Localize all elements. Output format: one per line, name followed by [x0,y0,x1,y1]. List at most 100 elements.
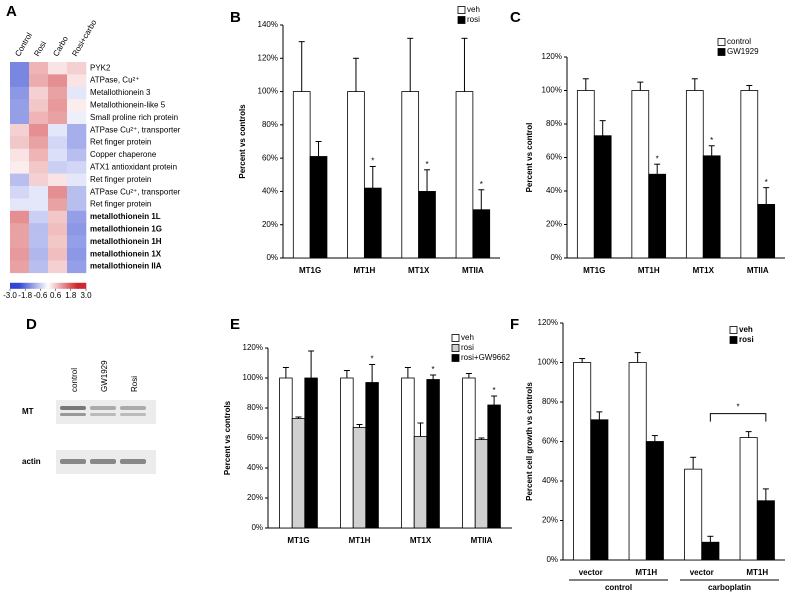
colorbar [74,282,77,289]
significance: * [710,136,713,145]
heatmap-cell [48,173,68,187]
colorbar [11,282,15,289]
colorbar [10,282,13,289]
x-tick-label: MT1X [410,536,432,545]
heatmap-cell [67,148,87,162]
y-tick-label: 60% [542,437,558,446]
colorbar [84,282,87,289]
colorbar [82,282,85,289]
heatmap-cell [29,186,49,199]
y-tick-label: 20% [546,220,562,229]
colorbar [55,282,58,289]
legend-label: rosi [739,335,754,344]
colorbar-tick-label: 0.6 [50,291,62,300]
y-axis-label: Percent cell growth vs controls [525,382,534,501]
bar [309,156,328,259]
heatmap-cell [10,99,30,112]
heatmap-cell [10,198,30,212]
colorbar [13,282,16,289]
colorbar [34,282,37,289]
heatmap-cell [48,136,68,150]
colorbar-tick-label: -1.8 [18,291,32,300]
bar [628,362,647,561]
heatmap-cell [67,235,87,249]
bar [413,436,428,529]
row-label: Metallothionein 3 [90,88,151,97]
heatmap-cell [10,186,30,199]
x-tick-label: MTIIA [462,266,484,275]
x-tick-label: MT1H [635,568,657,577]
panel-letter: D [26,316,37,333]
column-label: Carbo [51,34,70,58]
bar [573,362,592,561]
heatmap-cell [29,210,49,224]
heatmap-cell [29,99,49,112]
bar [684,468,703,561]
x-tick-label: MT1X [408,266,430,275]
heatmap-cell [10,148,30,162]
legend-label: veh [739,325,753,334]
legend-label: rosi [467,15,480,24]
row-label: metallothionein 1H [90,237,162,246]
heatmap-cell [67,248,87,261]
legend-swatch [451,334,460,342]
row-label: Small proline rich protein [90,113,178,122]
heatmap-cell [67,99,87,112]
bar [363,187,382,259]
heatmap-cell [67,173,87,187]
blot-band [60,406,86,410]
heatmap-cell [67,260,87,274]
heatmap-cell [10,74,30,88]
heatmap-cell [48,161,68,174]
legend-label: rosi [461,343,474,352]
bar [701,541,720,561]
bar [740,90,759,259]
panel-letter: A [6,3,17,20]
y-tick-label: 80% [546,119,562,128]
heatmap-cell [10,111,30,125]
y-tick-label: 80% [247,403,263,412]
blot-band [120,413,146,416]
y-tick-label: 100% [538,358,558,367]
heatmap-cell [29,161,49,174]
bar [347,91,365,259]
y-axis-label: Percent vs controls [223,400,232,475]
row-label: ATPase Cu²⁺, transporter [90,187,181,196]
lane-label: control [70,368,79,392]
colorbar [68,282,72,289]
colorbar [76,282,79,289]
bar [472,209,491,259]
bar [474,439,489,529]
colorbar [70,282,73,289]
colorbar-tick-label: -0.6 [34,291,48,300]
heatmap-cell [48,99,68,112]
x-tick-label: MT1H [638,266,660,275]
x-tick-label: MT1H [746,568,768,577]
colorbar [78,282,81,289]
bar [304,377,318,529]
x-tick-label: MT1G [287,536,309,545]
colorbar [44,282,47,289]
y-tick-label: 40% [247,463,263,472]
y-tick-label: 80% [262,120,278,129]
colorbar-tick-label: 1.8 [65,291,77,300]
y-tick-label: 80% [542,397,558,406]
colorbar [51,282,54,289]
colorbar [29,282,32,289]
panel-letter: C [510,9,521,26]
blot-band [120,406,146,410]
colorbar [36,282,39,289]
colorbar [21,282,24,289]
y-tick-label: 60% [546,153,562,162]
bar [702,155,721,259]
bar [487,404,501,529]
colorbar [53,282,56,289]
bar [340,377,354,529]
row-label: ATPase Cu²⁺, transporter [90,125,181,134]
legend-label: veh [461,333,474,342]
colorbar [61,282,64,289]
heatmap-cell [10,173,30,187]
heatmap-cell [10,161,30,174]
heatmap-cell [29,223,49,236]
